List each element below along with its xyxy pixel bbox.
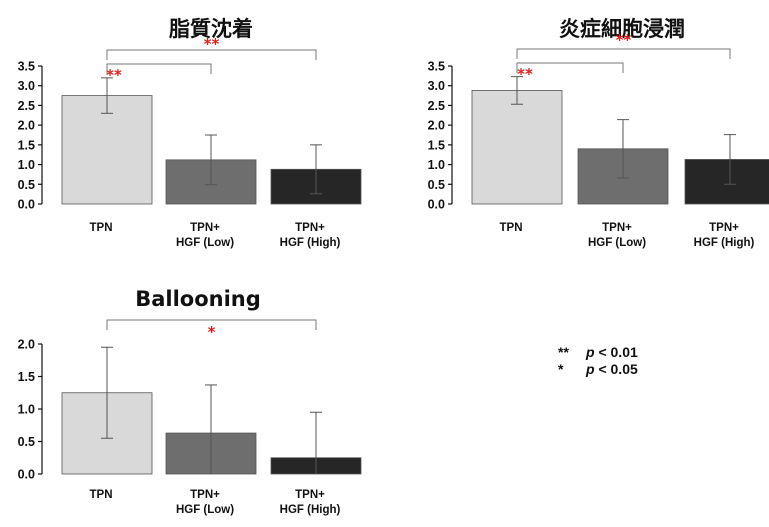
y-tick-label: 1.0 bbox=[428, 158, 445, 172]
significance-bracket bbox=[106, 63, 212, 74]
significance-legend: ** p < 0.01 * p < 0.05 bbox=[558, 344, 638, 378]
y-tick-label: 0.5 bbox=[18, 178, 35, 192]
significance-stars: ** bbox=[204, 35, 220, 53]
y-tick-label: 2.5 bbox=[18, 99, 35, 113]
significance-bracket bbox=[106, 319, 317, 330]
y-tick-label: 2.0 bbox=[18, 338, 35, 352]
y-tick-label: 1.0 bbox=[18, 403, 35, 417]
y-tick-label: 2.5 bbox=[428, 99, 445, 113]
legend-text-1: < 0.01 bbox=[598, 344, 638, 360]
bar-1 bbox=[471, 90, 563, 205]
chart-3: Ballooning 0.0 0.5 1.0 1.5 2.0 TPN TPN+ HGF (Low… bbox=[18, 287, 362, 516]
y-tick-label: 1.5 bbox=[428, 138, 445, 152]
significance-stars: ** bbox=[517, 65, 533, 83]
y-tick-label: 3.5 bbox=[428, 60, 445, 74]
y-tick-label: 1.5 bbox=[18, 370, 35, 384]
legend-stars-2: * bbox=[558, 361, 564, 377]
y-tick-label: 3.0 bbox=[428, 79, 445, 93]
legend-stars-1: ** bbox=[558, 344, 569, 360]
legend-p-1: p bbox=[586, 344, 595, 360]
significance-stars: * bbox=[208, 323, 216, 341]
category-label: HGF (High) bbox=[694, 237, 755, 249]
category-label: TPN+ bbox=[709, 222, 739, 234]
y-tick-label: 0.0 bbox=[18, 198, 35, 212]
y-tick-label: 0.5 bbox=[18, 435, 35, 449]
chart-title: Ballooning bbox=[135, 287, 261, 311]
chart-title: 脂質沈着 bbox=[169, 17, 253, 41]
category-label: TPN+ bbox=[295, 489, 325, 501]
y-tick-label: 3.0 bbox=[18, 79, 35, 93]
category-label: HGF (High) bbox=[280, 504, 341, 516]
y-tick-label: 0.5 bbox=[428, 178, 445, 192]
y-tick-label: 2.0 bbox=[428, 119, 445, 133]
category-label: HGF (High) bbox=[280, 237, 341, 249]
significance-bracket bbox=[516, 48, 731, 59]
category-label: TPN+ bbox=[295, 222, 325, 234]
legend-text-2: < 0.05 bbox=[598, 361, 638, 377]
y-tick-label: 1.0 bbox=[18, 158, 35, 172]
significance-bracket bbox=[516, 62, 624, 73]
legend-row-2: * p < 0.05 bbox=[558, 361, 638, 378]
significance-stars: ** bbox=[106, 66, 122, 84]
y-tick-label: 0.0 bbox=[428, 198, 445, 212]
category-label: TPN bbox=[90, 489, 113, 501]
bar-3 bbox=[684, 159, 769, 205]
significance-bracket bbox=[106, 49, 317, 60]
category-label: TPN bbox=[90, 222, 113, 234]
chart-2: 炎症細胞浸潤 0.0 0.5 1.0 1.5 2.0 2.5 3.0 3.5 TPN TPN+ HGF… bbox=[428, 17, 769, 249]
legend-p-2: p bbox=[586, 361, 595, 377]
category-label: HGF (Low) bbox=[176, 504, 234, 516]
category-label: TPN+ bbox=[190, 222, 220, 234]
chart-1: 脂質沈着 0.0 0.5 1.0 1.5 2.0 2.5 3.0 3.5 TPN TPN+ HGF (… bbox=[18, 17, 362, 249]
y-tick-label: 1.5 bbox=[18, 138, 35, 152]
significance-stars: ** bbox=[616, 31, 632, 49]
category-label: HGF (Low) bbox=[588, 237, 646, 249]
category-label: TPN+ bbox=[190, 489, 220, 501]
category-label: TPN bbox=[500, 222, 523, 234]
y-tick-label: 3.5 bbox=[18, 60, 35, 74]
y-tick-label: 2.0 bbox=[18, 119, 35, 133]
y-tick-label: 0.0 bbox=[18, 468, 35, 482]
chart-title: 炎症細胞浸潤 bbox=[559, 17, 685, 41]
category-label: HGF (Low) bbox=[176, 237, 234, 249]
category-label: TPN+ bbox=[602, 222, 632, 234]
legend-row-1: ** p < 0.01 bbox=[558, 344, 638, 361]
